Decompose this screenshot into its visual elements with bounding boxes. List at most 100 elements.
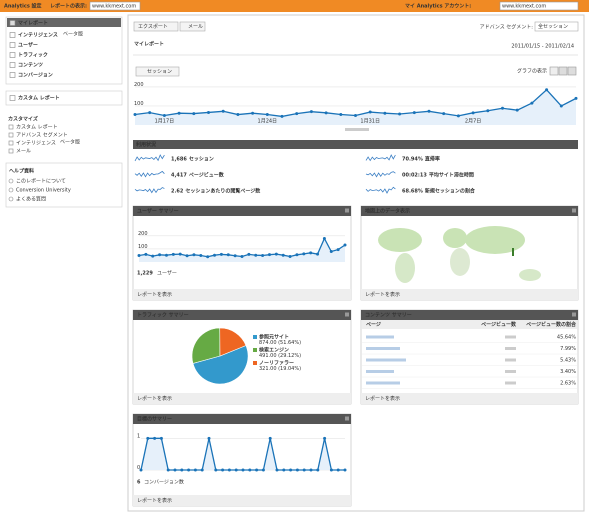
site-select-text[interactable]: www.kkmext.com: [92, 4, 136, 10]
point: [185, 254, 189, 258]
nav-selected: [7, 18, 121, 27]
point: [309, 110, 313, 114]
stat-label[interactable]: 直帰率: [425, 156, 440, 163]
point: [139, 468, 143, 472]
nav-icon: [9, 20, 16, 26]
point: [164, 253, 168, 257]
panel-footer: [133, 289, 351, 300]
view-report-link[interactable]: レポートを表示: [137, 291, 172, 298]
panel-icon: [345, 312, 349, 317]
point: [354, 113, 357, 117]
nav-icon: [9, 72, 16, 78]
nav-item[interactable]: ユーザー: [18, 42, 38, 49]
panel-header: [133, 206, 351, 216]
legend-label: 参照元サイト: [259, 334, 289, 341]
blurred-page-name: [366, 347, 400, 350]
column-header: ページ: [366, 322, 381, 328]
point: [316, 468, 320, 472]
point: [316, 252, 320, 256]
stat-label[interactable]: ページビュー数: [189, 172, 225, 179]
column-header: ページビュー数の割合: [526, 321, 577, 328]
legend-value: 874.00 (51.64%): [259, 340, 301, 346]
point: [226, 253, 230, 257]
nav-item[interactable]: マイレポート: [18, 20, 48, 27]
stat-label[interactable]: セッション: [189, 157, 214, 163]
continent: [519, 269, 541, 281]
view-report-link[interactable]: レポートを表示: [137, 497, 172, 504]
point: [173, 468, 177, 472]
point: [383, 111, 387, 115]
point: [323, 436, 327, 440]
x-tick-label: 1月31日: [360, 119, 380, 125]
customize-item[interactable]: アドバンス セグメント: [16, 132, 68, 139]
customize-item[interactable]: カスタム レポート: [16, 124, 58, 131]
site-select: [89, 1, 141, 11]
panel-title: 地図上のデータ表示: [365, 208, 410, 215]
nav-item[interactable]: カスタム レポート: [18, 95, 60, 102]
view-report-link[interactable]: レポートを表示: [137, 395, 172, 402]
nav-item[interactable]: トラフィック: [18, 52, 48, 59]
legend-swatch: [253, 361, 257, 365]
export-button: [133, 21, 179, 32]
stat-label[interactable]: 新規セッションの割合: [425, 188, 476, 195]
help-item[interactable]: このレポートについて: [16, 178, 66, 185]
label: グラフの表示: [517, 68, 547, 75]
sparkline: [134, 170, 165, 178]
continent: [450, 248, 470, 276]
panel: [132, 413, 352, 507]
point: [236, 113, 240, 117]
stat-value: 68.68%: [402, 189, 423, 195]
export-text[interactable]: エクスポート: [138, 23, 168, 30]
nav-item[interactable]: コンバージョン: [18, 72, 53, 79]
customize-item[interactable]: メール: [16, 149, 31, 155]
top-bar: [0, 0, 589, 12]
graph-view-button: [549, 66, 559, 76]
nav-icon: [9, 52, 16, 58]
section-title: 利用状況: [135, 141, 156, 148]
date-range[interactable]: 2011/01/15 - 2011/02/14: [511, 44, 574, 50]
point: [267, 253, 271, 257]
panel-header: [361, 310, 578, 320]
stat-label[interactable]: セッションあたりの閲覧ページ数: [185, 188, 261, 195]
table-header: [362, 320, 577, 329]
panel-icon: [572, 312, 576, 317]
point: [248, 468, 252, 472]
share-value: 7.99%: [560, 346, 576, 352]
pie-slice: [192, 345, 249, 385]
customize-item[interactable]: インテリジェンス: [16, 141, 56, 147]
pie-slice: [191, 327, 221, 364]
point: [137, 253, 141, 257]
panel-icon: [345, 416, 349, 421]
view-report-link[interactable]: レポートを表示: [365, 395, 400, 402]
point: [343, 243, 347, 247]
segment-text[interactable]: 全セッション: [538, 23, 568, 30]
point: [412, 111, 416, 115]
legend-value: 321.00 (19.04%): [259, 366, 301, 372]
label: マイ Analytics アカウント:: [405, 3, 471, 10]
nav-item[interactable]: インテリジェンス: [18, 33, 58, 39]
point: [515, 108, 519, 112]
point: [159, 436, 163, 440]
blurred-pageviews: [505, 381, 516, 385]
account-select-text[interactable]: www.kkmext.com: [502, 4, 546, 10]
email-text[interactable]: メール: [188, 24, 203, 30]
point: [302, 252, 306, 256]
y-tick-label: 200: [138, 231, 148, 237]
total-label: ユーザー: [157, 271, 177, 277]
nav-item[interactable]: コンテンツ: [18, 63, 43, 69]
label: アドバンス セグメント:: [480, 24, 534, 31]
help-item[interactable]: Conversion University: [16, 188, 71, 194]
stat-value: 2.62: [171, 189, 184, 195]
view-report-link[interactable]: レポートを表示: [365, 291, 400, 298]
stat-label[interactable]: 平均サイト滞在時間: [429, 172, 474, 179]
metric-text[interactable]: セッション: [147, 69, 172, 75]
panel-title: コンテンツ サマリー: [365, 313, 412, 319]
point: [486, 109, 490, 113]
metric-button: [135, 66, 180, 77]
help-item[interactable]: よくある質問: [16, 196, 46, 203]
panel-header: [361, 206, 578, 216]
settings-link[interactable]: Analytics 設定: [4, 3, 42, 10]
custom-box: [5, 90, 123, 106]
panel-title: 目標のサマリー: [137, 416, 172, 423]
